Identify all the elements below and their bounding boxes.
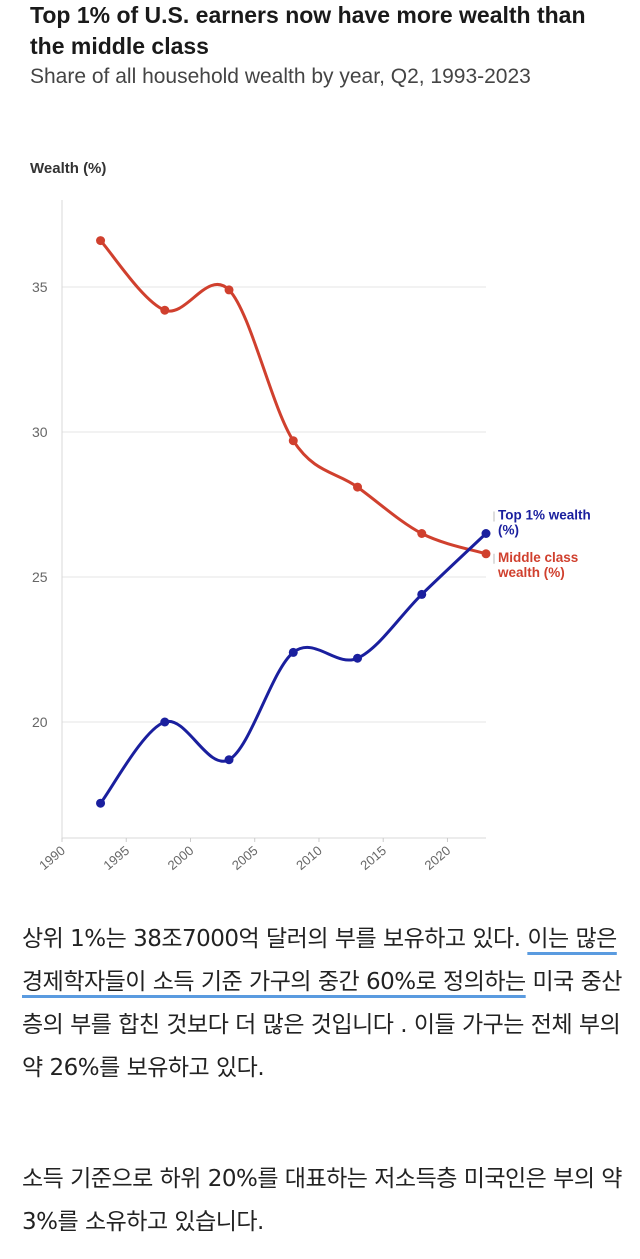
middle-class-series-label-line-2: wealth (%) [497,565,565,580]
top-1pct-point-2018 [417,589,427,599]
middle-class-point-2008 [288,436,298,446]
chart-subtitle: Share of all household wealth by year, Q… [30,65,531,88]
top-1pct-point-1993 [96,798,106,808]
x-tick-2015: 2015 [357,843,389,873]
top-1pct-series-label-line-2: (%) [498,523,519,538]
top-1pct-point-2023 [481,529,491,538]
middle-class-point-2013 [353,482,363,492]
x-tick-1990: 1990 [36,843,68,873]
y-tick-20: 20 [32,714,48,730]
middle-class-series-line [99,239,488,556]
x-tick-2005: 2005 [229,843,261,873]
top-1pct-point-2003 [224,755,234,765]
middle-class-point-2018 [417,529,427,538]
chart-title: Top 1% of U.S. earners now have more wea… [30,2,586,59]
y-axis-label: Wealth (%) [30,160,107,177]
x-tick-2020: 2020 [422,843,454,873]
x-tick-2010: 2010 [293,843,325,873]
paragraph-1-underlined: 이는 많은 경제학자들이 소득 기준 가구의 중간 60%로 정의하는 [22,926,617,995]
middle-class-point-1998 [160,305,170,315]
middle-class-point-1993 [96,236,106,246]
x-tick-2000: 2000 [165,843,197,873]
top-1pct-series-label-line-1: Top 1% wealth [498,508,591,523]
top-1pct-series-line [99,532,488,805]
top-1pct-point-2013 [353,653,363,663]
top-1pct-point-2008 [288,647,298,657]
paragraph-1-intro: 상위 1%는 38조7000억 달러의 부를 보유하고 있다. [22,926,528,952]
middle-class-point-2003 [224,285,234,295]
line-chart: 20 25 30 35 1990 1995 2000 2005 2010 2015 2020 Midd… [32,200,591,873]
article-paragraph-1: 상위 1%는 38조7000억 달러의 부를 보유하고 있다. 이는 많은 경제… [22,918,622,1090]
y-tick-25: 25 [32,569,48,585]
x-tick-1995: 1995 [100,843,132,873]
middle-class-series-label-line-1: Middle class [498,550,578,565]
paragraph-1-rest: 미국 중산층의 부를 합친 것보다 더 많은 것입니다 . 이들 가구는 전체 … [22,969,622,1081]
y-tick-35: 35 [32,279,48,295]
middle-class-point-2023 [481,549,491,559]
top-1pct-point-1998 [160,717,170,727]
article-paragraph-2: 소득 기준으로 하위 20%를 대표하는 저소득층 미국인은 부의 약 3%를 … [22,1166,622,1235]
y-tick-30: 30 [32,424,48,440]
